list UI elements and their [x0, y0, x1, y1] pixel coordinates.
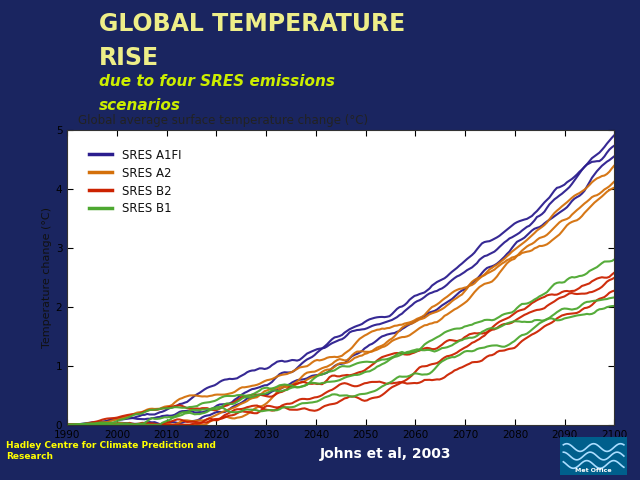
Text: Met Office: Met Office: [575, 468, 612, 473]
Legend: SRES A1FI, SRES A2, SRES B2, SRES B1: SRES A1FI, SRES A2, SRES B2, SRES B1: [84, 144, 186, 220]
Text: GLOBAL TEMPERATURE: GLOBAL TEMPERATURE: [99, 12, 406, 36]
Text: Hadley Centre for Climate Prediction and
Research: Hadley Centre for Climate Prediction and…: [6, 442, 216, 461]
Text: due to four SRES emissions: due to four SRES emissions: [99, 74, 335, 89]
Text: scenarios: scenarios: [99, 98, 181, 113]
Y-axis label: Temperature change (°C): Temperature change (°C): [42, 207, 52, 348]
Text: Johns et al, 2003: Johns et al, 2003: [320, 447, 451, 461]
Text: Global average surface temperature change (°C): Global average surface temperature chang…: [78, 114, 368, 127]
Text: RISE: RISE: [99, 46, 159, 70]
